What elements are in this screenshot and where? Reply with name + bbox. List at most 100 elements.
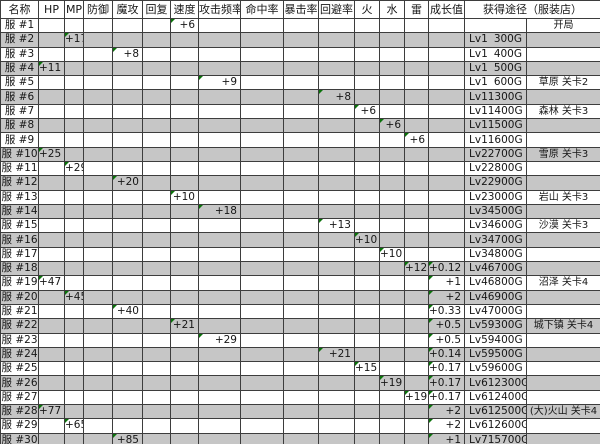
cell-crit-rate[interactable] [283, 103, 319, 120]
header-name[interactable]: 名称 [0, 0, 39, 19]
cell-def[interactable] [83, 275, 113, 291]
cell-water[interactable] [379, 175, 405, 191]
cell-growth[interactable]: +1 [428, 432, 465, 444]
cell-matk[interactable] [112, 318, 143, 334]
cell-shop-price[interactable]: Lv4 6900G [464, 289, 527, 305]
cell-name[interactable]: 服 #19 [0, 275, 39, 291]
cell-speed[interactable] [170, 332, 199, 348]
cell-name[interactable]: 服 #4 [0, 60, 39, 77]
cell-recover[interactable] [142, 361, 171, 377]
cell-water[interactable] [379, 232, 405, 248]
cell-growth[interactable]: +0.17 [428, 389, 465, 406]
cell-fire[interactable] [354, 118, 380, 134]
cell-mp[interactable] [64, 432, 84, 444]
cell-growth[interactable] [428, 60, 465, 77]
cell-speed[interactable] [170, 404, 199, 420]
cell-thunder[interactable] [404, 332, 429, 348]
cell-speed[interactable]: +21 [170, 318, 199, 334]
cell-matk[interactable] [112, 218, 143, 234]
cell-unlock-place[interactable]: 草原 关卡2 [526, 75, 600, 91]
cell-def[interactable] [83, 246, 113, 263]
cell-name[interactable]: 服 #13 [0, 189, 39, 205]
cell-name[interactable]: 服 #10 [0, 146, 39, 162]
cell-crit-rate[interactable] [283, 246, 319, 263]
cell-growth[interactable]: +2 [428, 404, 465, 420]
cell-evade-rate[interactable]: +8 [318, 89, 355, 105]
cell-recover[interactable] [142, 275, 171, 291]
cell-hp[interactable] [38, 361, 65, 377]
cell-growth[interactable]: +2 [428, 289, 465, 305]
cell-name[interactable]: 服 #15 [0, 218, 39, 234]
cell-atk-freq[interactable] [198, 146, 241, 162]
cell-hit-rate[interactable] [240, 46, 284, 62]
cell-recover[interactable] [142, 389, 171, 406]
cell-unlock-place[interactable] [526, 418, 600, 434]
cell-thunder[interactable] [404, 32, 429, 48]
cell-evade-rate[interactable] [318, 375, 355, 391]
cell-def[interactable] [83, 261, 113, 277]
cell-atk-freq[interactable] [198, 103, 241, 120]
cell-thunder[interactable] [404, 232, 429, 248]
cell-water[interactable] [379, 218, 405, 234]
cell-unlock-place[interactable] [526, 375, 600, 391]
cell-water[interactable] [379, 275, 405, 291]
cell-recover[interactable] [142, 203, 171, 220]
cell-unlock-place[interactable]: 雪原 关卡3 [526, 146, 600, 162]
cell-name[interactable]: 服 #29 [0, 418, 39, 434]
cell-unlock-place[interactable] [526, 32, 600, 48]
cell-evade-rate[interactable] [318, 261, 355, 277]
cell-crit-rate[interactable] [283, 17, 319, 34]
cell-speed[interactable] [170, 375, 199, 391]
cell-recover[interactable] [142, 103, 171, 120]
cell-shop-price[interactable]: Lv4 6700G [464, 261, 527, 277]
cell-recover[interactable] [142, 303, 171, 320]
cell-speed[interactable] [170, 232, 199, 248]
cell-def[interactable] [83, 218, 113, 234]
cell-crit-rate[interactable] [283, 418, 319, 434]
cell-thunder[interactable]: +19 [404, 389, 429, 406]
cell-evade-rate[interactable] [318, 103, 355, 120]
cell-speed[interactable] [170, 289, 199, 305]
cell-unlock-place[interactable] [526, 289, 600, 305]
cell-shop-price[interactable]: Lv4 6800G [464, 275, 527, 291]
cell-unlock-place[interactable] [526, 389, 600, 406]
cell-water[interactable] [379, 189, 405, 205]
cell-fire[interactable] [354, 175, 380, 191]
cell-thunder[interactable] [404, 432, 429, 444]
cell-shop-price[interactable]: Lv6 12600G [464, 418, 527, 434]
cell-matk[interactable]: +85 [112, 432, 143, 444]
cell-atk-freq[interactable]: +29 [198, 332, 241, 348]
cell-name[interactable]: 服 #7 [0, 103, 39, 120]
cell-crit-rate[interactable] [283, 432, 319, 444]
cell-hp[interactable] [38, 132, 65, 148]
cell-unlock-place[interactable]: 岩山 关卡3 [526, 189, 600, 205]
cell-thunder[interactable] [404, 17, 429, 34]
cell-evade-rate[interactable] [318, 232, 355, 248]
cell-thunder[interactable] [404, 118, 429, 134]
cell-water[interactable] [379, 318, 405, 334]
cell-hit-rate[interactable] [240, 318, 284, 334]
cell-mp[interactable] [64, 118, 84, 134]
cell-speed[interactable] [170, 103, 199, 120]
cell-evade-rate[interactable] [318, 75, 355, 91]
cell-speed[interactable] [170, 203, 199, 220]
cell-unlock-place[interactable] [526, 203, 600, 220]
cell-recover[interactable] [142, 232, 171, 248]
cell-evade-rate[interactable] [318, 32, 355, 48]
cell-mp[interactable] [64, 346, 84, 363]
cell-growth[interactable]: +0.5 [428, 318, 465, 334]
cell-evade-rate[interactable] [318, 46, 355, 62]
cell-evade-rate[interactable] [318, 289, 355, 305]
cell-unlock-place[interactable]: 开局 [526, 17, 600, 34]
cell-atk-freq[interactable] [198, 432, 241, 444]
cell-hit-rate[interactable] [240, 17, 284, 34]
cell-recover[interactable] [142, 346, 171, 363]
cell-mp[interactable] [64, 46, 84, 62]
cell-fire[interactable] [354, 246, 380, 263]
cell-speed[interactable] [170, 275, 199, 291]
cell-recover[interactable] [142, 218, 171, 234]
cell-atk-freq[interactable] [198, 189, 241, 205]
cell-hp[interactable] [38, 303, 65, 320]
cell-name[interactable]: 服 #17 [0, 246, 39, 263]
cell-thunder[interactable] [404, 89, 429, 105]
